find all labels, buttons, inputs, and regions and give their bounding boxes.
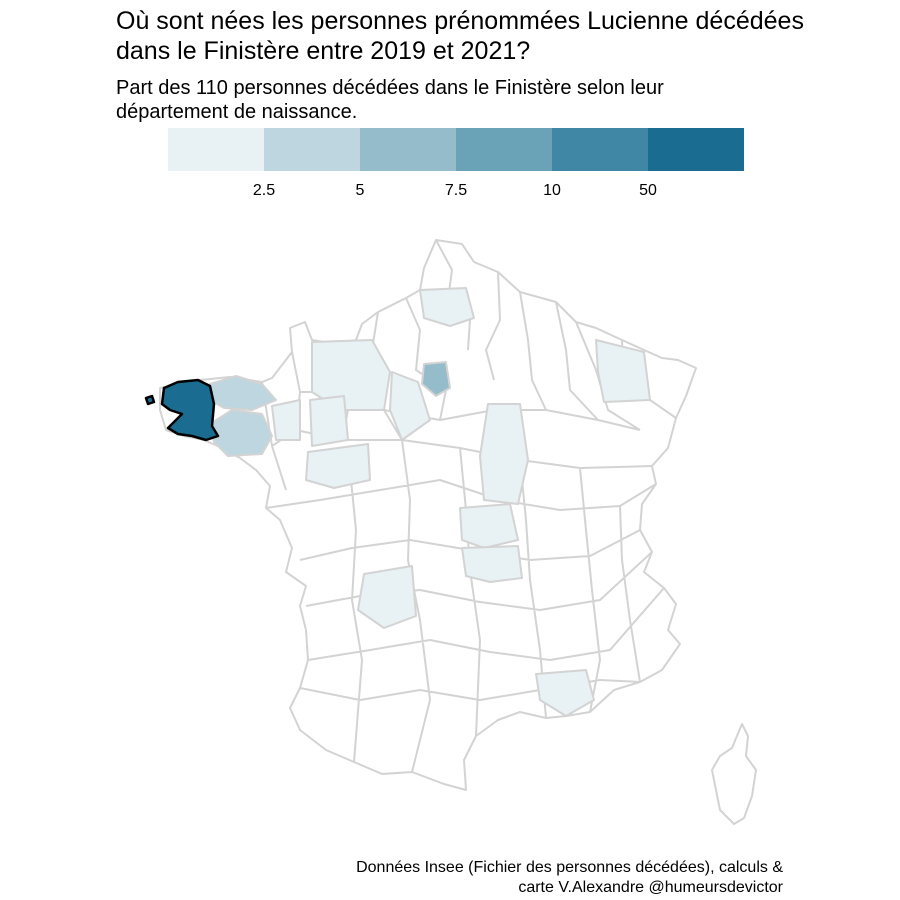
legend-swatch-1 <box>168 128 264 171</box>
department-loire-atlantique-east <box>271 399 301 441</box>
source-caption-line-1: Données Insee (Fichier des personnes déc… <box>356 859 783 876</box>
legend-swatch-6 <box>648 128 744 171</box>
source-caption-line-2: carte V.Alexandre @humeursdevictor <box>518 879 783 896</box>
finistere-island <box>144 394 156 406</box>
corsica-outline <box>711 723 757 825</box>
legend-color-bar <box>168 128 744 171</box>
department-normandy-band <box>311 339 391 411</box>
source-caption: Données Insee (Fichier des personnes déc… <box>356 858 783 898</box>
department-finistere <box>160 378 220 442</box>
legend-tick-label: 50 <box>639 182 657 199</box>
department-paris-area <box>421 361 451 397</box>
department-cote-dor <box>479 403 529 505</box>
legend-tick-label: 2.5 <box>252 182 276 199</box>
legend-tick-label: 7.5 <box>444 182 468 199</box>
department-indre-et-loire <box>305 443 371 489</box>
department-orne-east <box>389 371 431 441</box>
legend-swatch-3 <box>360 128 456 171</box>
legend-swatch-5 <box>552 128 648 171</box>
chart-title: Où sont nées les personnes prénommées Lu… <box>116 6 900 66</box>
chart-title-line-1: Où sont nées les personnes prénommées Lu… <box>116 7 804 35</box>
department-lot <box>357 565 417 629</box>
department-rhone <box>461 545 523 583</box>
department-sarthe <box>309 395 349 447</box>
department-aisne <box>419 287 475 327</box>
legend-swatch-4 <box>456 128 552 171</box>
chart-subtitle-line-2: département de naissance. <box>116 101 358 123</box>
legend-tick-label: 5 <box>355 182 365 199</box>
color-legend: 2.5 5 7.5 10 50 <box>168 128 744 208</box>
department-var <box>535 669 595 717</box>
department-morbihan <box>209 409 273 457</box>
legend-swatch-2 <box>264 128 360 171</box>
france-mainland-outline <box>159 239 697 791</box>
chart-subtitle-line-1: Part des 110 personnes décédées dans le … <box>116 77 664 99</box>
chart-title-line-2: dans le Finistère entre 2019 et 2021? <box>116 37 531 65</box>
department-marne <box>595 339 651 403</box>
department-saone-et-loire <box>459 503 519 549</box>
legend-tick-label: 10 <box>543 182 561 199</box>
chart-subtitle: Part des 110 personnes décédées dans le … <box>116 76 836 124</box>
